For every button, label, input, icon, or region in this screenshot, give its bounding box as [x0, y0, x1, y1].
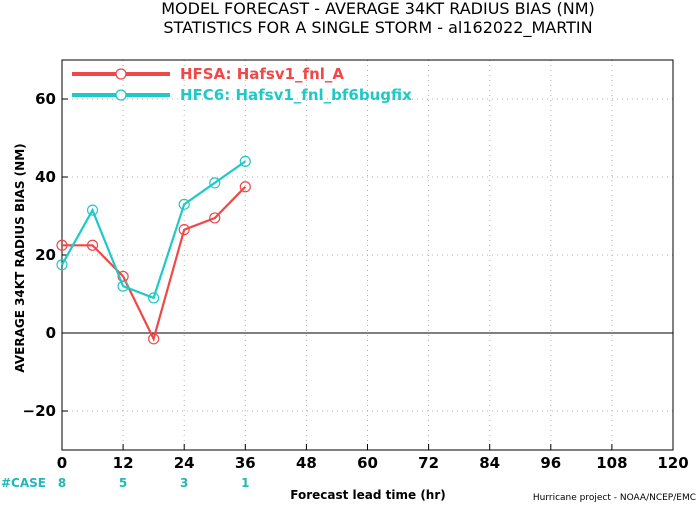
data-point-series-1: [239, 181, 251, 193]
chart-title: MODEL FORECAST - AVERAGE 34KT RADIUS BIA…: [161, 0, 595, 18]
x-tick-label: 0: [57, 454, 67, 472]
y-axis-ticks: −20 0 20 40 60: [23, 90, 68, 420]
data-point-series-2: [56, 259, 68, 271]
case-count: 5: [119, 476, 127, 490]
data-point-series-1: [56, 239, 68, 251]
x-tick-label: 72: [418, 454, 439, 472]
y-tick-label: 20: [35, 246, 56, 264]
data-point-series-2: [148, 292, 160, 304]
data-point-series-1: [178, 224, 190, 236]
y-tick-label: 40: [35, 168, 56, 186]
x-axis-ticks: 0 12 24 36 48 60 72 84 96 108 120: [57, 444, 689, 472]
legend-marker-2: [115, 89, 127, 101]
x-tick-label: 96: [540, 454, 561, 472]
x-tick-label: 24: [174, 454, 195, 472]
x-tick-label: 108: [596, 454, 627, 472]
case-count: 3: [180, 476, 188, 490]
x-tick-label: 36: [235, 454, 256, 472]
x-tick-label: 48: [296, 454, 317, 472]
data-point-series-1: [148, 333, 160, 345]
x-tick-label: 84: [479, 454, 500, 472]
data-point-series-2: [86, 204, 99, 216]
legend-label-2: HFC6: Hafsv1_fnl_bf6bugfix: [180, 86, 412, 104]
y-tick-label: −20: [23, 402, 56, 420]
series-line-1: [62, 186, 247, 342]
legend-marker-1: [115, 68, 127, 80]
series-line-2: [61, 160, 246, 300]
data-point-series-2: [117, 280, 129, 292]
data-point-series-2: [178, 198, 190, 210]
case-counts: #CASE 8 5 3 1: [1, 476, 249, 490]
y-tick-label: 0: [46, 324, 56, 342]
data-point-series-2: [239, 155, 251, 167]
chart-subtitle: STATISTICS FOR A SINGLE STORM - al162022…: [163, 18, 592, 38]
y-axis-label: AVERAGE 34KT RADIUS BIAS (NM): [13, 143, 27, 372]
legend: HFSA: Hafsv1_fnl_A HFC6: Hafsv1_fnl_bf6bu…: [72, 65, 412, 104]
series-group: [56, 155, 251, 345]
credit-text: Hurricane project - NOAA/NCEP/EMC: [533, 493, 696, 503]
case-label: #CASE: [1, 476, 46, 490]
case-count: 1: [241, 476, 249, 490]
data-point-series-1: [209, 212, 221, 224]
x-tick-label: 12: [113, 454, 134, 472]
x-axis-label: Forecast lead time (hr): [290, 488, 446, 502]
y-tick-label: 60: [35, 90, 56, 108]
grid: [62, 60, 673, 450]
legend-label-1: HFSA: Hafsv1_fnl_A: [180, 65, 344, 83]
x-tick-label: 60: [357, 454, 378, 472]
data-point-series-2: [209, 177, 221, 189]
data-point-series-1: [86, 239, 99, 251]
case-count: 8: [58, 476, 66, 490]
x-tick-label: 120: [657, 454, 688, 472]
